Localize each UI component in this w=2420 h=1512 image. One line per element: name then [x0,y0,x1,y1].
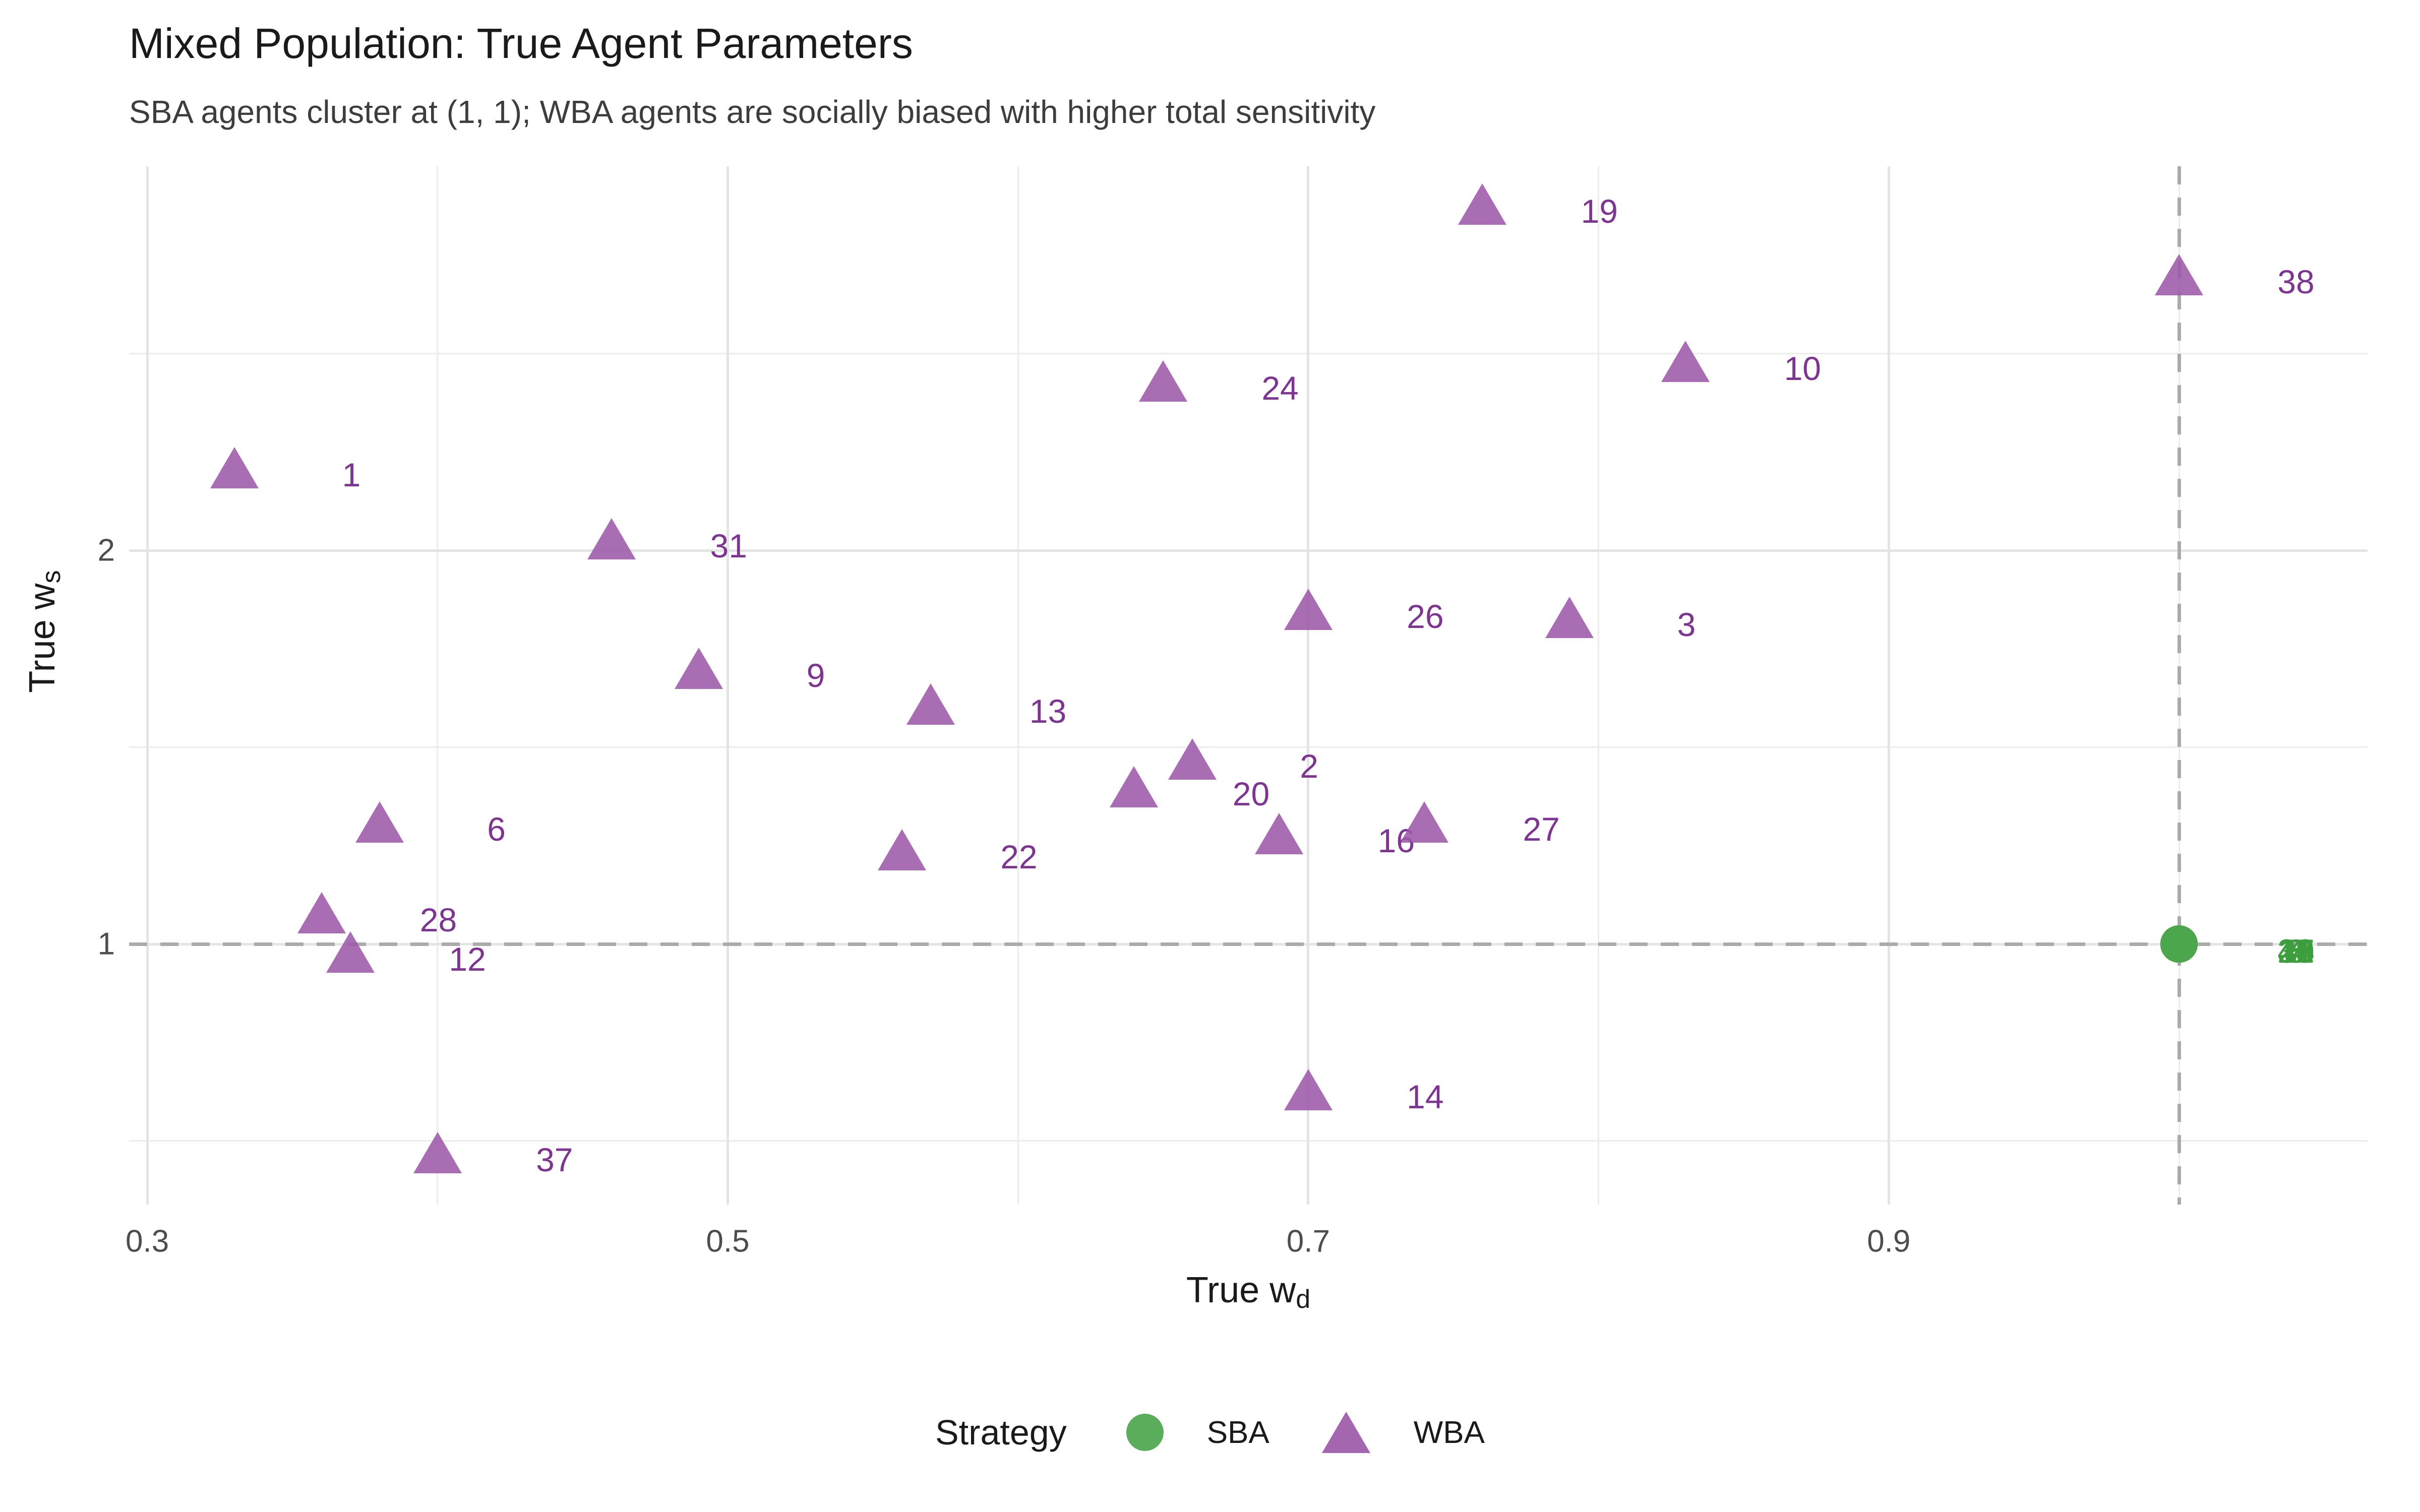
wba-point-marker [413,1131,462,1173]
agent-id-label: 37 [536,1141,573,1178]
wba-point-marker [1110,766,1159,807]
agent-id-label: 4 [2286,932,2306,970]
agent-id-label: 21 [2277,932,2315,970]
legend-title: Strategy [935,1413,1067,1452]
x-major-gridline [727,166,729,1205]
agent-id-label: 35 [2277,932,2315,970]
wba-point-marker [297,892,346,933]
y-tick-label: 1 [97,926,115,962]
agent-id-label: 32 [2277,932,2315,970]
y-minor-gridline [129,1140,2368,1142]
agent-id-label: 19 [1581,192,1618,230]
agent-id-label: 12 [449,940,486,978]
agent-id-label: 36 [2277,932,2315,970]
wba-point-marker [906,683,955,725]
wba-point-marker [1284,1068,1333,1110]
agent-id-label: 14 [1407,1078,1444,1115]
agent-id-label: 22 [1000,838,1038,875]
wba-point-marker [1284,589,1333,631]
agent-id-label: 23 [2277,932,2315,970]
x-major-gridline [146,166,149,1205]
x-reference-dashed-line [2177,166,2181,1205]
wba-point-marker [1661,341,1710,383]
wba-point-marker [1400,801,1449,843]
chart-subtitle: SBA agents cluster at (1, 1); WBA agents… [129,94,1376,130]
x-axis-title: True wd [1186,1270,1311,1314]
x-axis-title-text: True w [1186,1270,1296,1310]
wba-point-marker [1458,183,1507,225]
wba-point-marker [210,447,259,488]
agent-id-label: 11 [2278,932,2314,970]
agent-id-label: 15 [2277,932,2315,970]
agent-id-label: 25 [2277,932,2315,970]
x-major-gridline [1307,166,1310,1205]
agent-id-label: 31 [710,527,747,564]
y-tick-label: 2 [97,533,115,568]
wba-point-marker [2155,254,2203,296]
legend-item-sba: SBA [1206,1415,1269,1450]
agent-id-label: 6 [487,810,506,848]
agent-id-label: 8 [2286,932,2306,970]
agent-id-label: 38 [2277,263,2315,301]
agent-id-label: 34 [2277,932,2315,970]
wba-point-marker [355,801,404,843]
agent-id-label: 17 [2277,932,2315,970]
agent-id-label: 33 [2277,932,2315,970]
y-major-gridline [129,549,2368,552]
x-tick-label: 0.7 [1286,1224,1330,1259]
x-axis-title-subscript: d [1296,1285,1311,1314]
agent-id-label: 3 [1677,605,1696,643]
agent-id-label: 18 [2277,932,2315,970]
x-tick-label: 0.5 [706,1224,750,1259]
agent-id-label: 24 [1261,369,1299,407]
legend-item-wba: WBA [1413,1415,1485,1450]
chart-title: Mixed Population: True Agent Parameters [129,20,913,67]
y-minor-gridline [129,353,2368,354]
wba-point-marker [877,829,926,870]
wba-point-marker [1545,596,1594,638]
agent-id-label: 26 [1407,598,1444,636]
agent-id-label: 7 [2286,932,2306,970]
agent-id-label: 30 [2277,932,2315,970]
x-minor-gridline [1017,166,1019,1205]
wba-point-marker [1168,738,1217,780]
wba-point-marker [587,518,636,559]
agent-id-label: 39 [2277,932,2315,970]
sba-circle-icon [1126,1414,1164,1451]
y-reference-dashed-line [129,942,2368,946]
x-minor-gridline [437,166,439,1205]
agent-id-label: 5 [2286,932,2306,970]
y-axis-title-text: True w [22,583,63,693]
wba-point-marker [1139,360,1188,402]
y-axis-title-subscript: s [37,570,67,584]
x-tick-label: 0.9 [1867,1224,1911,1259]
agent-id-label: 27 [1523,810,1560,848]
legend: Strategy SBA WBA [0,1392,2420,1473]
wba-triangle-icon [1321,1412,1370,1453]
agent-id-label: 2 [1300,747,1318,785]
agent-id-label: 9 [806,657,825,695]
agent-id-label: 29 [2277,932,2315,970]
agent-id-label: 10 [1784,350,1822,388]
sba-point-marker [2160,925,2198,963]
wba-point-marker [1255,813,1304,855]
agent-id-label: 40 [2277,932,2315,970]
plot-panel: 1 2 3 6 9 10 12 13 14 16 19 20 22 24 26 27 28 31 37 38 4 5 7 8 1… [129,166,2368,1205]
agent-id-label: 1 [342,456,361,493]
wba-point-marker [326,931,375,973]
agent-id-label: 20 [1232,775,1270,812]
agent-id-label: 28 [419,901,457,938]
wba-point-marker [674,648,723,689]
x-minor-gridline [1598,166,1600,1205]
x-tick-label: 0.3 [125,1224,169,1259]
x-major-gridline [1887,166,1890,1205]
y-axis-title: True ws [22,570,67,693]
agent-id-label: 13 [1029,692,1067,730]
y-minor-gridline [129,746,2368,748]
